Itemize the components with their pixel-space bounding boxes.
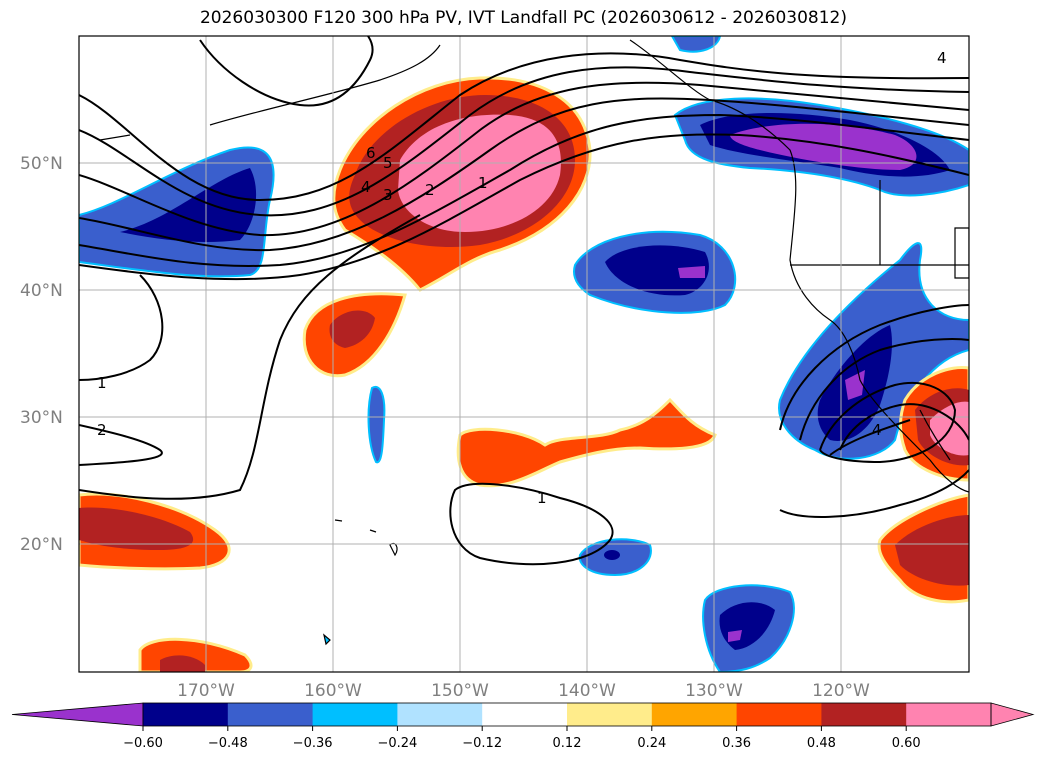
colorbar-tick-label: 0.12 [553, 736, 582, 751]
colorbar-tick-label: −0.24 [377, 736, 417, 751]
colorbar-extend-low [11, 702, 144, 727]
lat-label-20n: 20°N [20, 535, 63, 555]
colorbar-segment [397, 703, 483, 726]
colorbar-segment [227, 703, 314, 726]
lat-label-40n: 40°N [20, 281, 63, 301]
contour-label-4: 4 [361, 178, 371, 196]
colorbar-segment [651, 703, 738, 726]
colorbar-tick-label: 0.24 [637, 736, 666, 751]
colorbar-tick-label: 0.48 [807, 736, 836, 751]
contour-label-4-coast: 4 [872, 421, 882, 439]
colorbar-extend-high [990, 702, 1035, 727]
colorbar: −0.60 −0.48 −0.36 −0.24 −0.12 0.12 0.24 0.36 0.4… [11, 702, 1035, 751]
lon-label-150w: 150°W [431, 681, 489, 701]
contour-label-5: 5 [383, 154, 393, 172]
colorbar-tick-label: −0.36 [293, 736, 333, 751]
lon-label-170w: 170°W [177, 681, 235, 701]
pv-shading [79, 36, 969, 672]
colorbar-segment [143, 703, 229, 726]
colorbar-segment [482, 703, 568, 726]
contour-labels: 6 5 4 3 2 1 1 2 1 4 4 [97, 49, 947, 507]
colorbar-segment [906, 703, 992, 726]
contour-label-4-north: 4 [937, 49, 947, 67]
lon-label-160w: 160°W [304, 681, 362, 701]
colorbar-segment [736, 703, 822, 726]
colorbar-segment [567, 703, 653, 726]
contour-label-3: 3 [383, 186, 393, 204]
colorbar-tick-label: −0.12 [462, 736, 502, 751]
lon-label-130w: 130°W [685, 681, 743, 701]
colorbar-tick-label: 0.60 [892, 736, 921, 751]
map-frame [78, 35, 970, 673]
map-title: 2026030300 F120 300 hPa PV, IVT Landfall… [199, 8, 847, 28]
colorbar-tick-label: 0.36 [722, 736, 751, 751]
contour-label-2-west: 2 [97, 421, 107, 439]
colorbar-segment [821, 703, 907, 726]
latitude-labels: 50°N 40°N 30°N 20°N [20, 154, 63, 555]
contour-label-1-north: 1 [478, 174, 488, 192]
colorbar-tick-label: −0.48 [208, 736, 248, 751]
lat-label-30n: 30°N [20, 408, 63, 428]
colorbar-tick-label: −0.60 [123, 736, 163, 751]
colorbar-segment [312, 703, 398, 726]
lon-label-120w: 120°W [812, 681, 870, 701]
lat-label-50n: 50°N [20, 154, 63, 174]
gridlines [79, 36, 969, 672]
pv-contours [79, 36, 969, 566]
contour-label-2: 2 [425, 181, 435, 199]
longitude-labels: 170°W 160°W 150°W 140°W 130°W 120°W [177, 681, 870, 701]
lon-label-140w: 140°W [558, 681, 616, 701]
contour-label-1-south: 1 [537, 489, 547, 507]
contour-label-6: 6 [366, 144, 376, 162]
contour-label-1-west: 1 [97, 374, 107, 392]
